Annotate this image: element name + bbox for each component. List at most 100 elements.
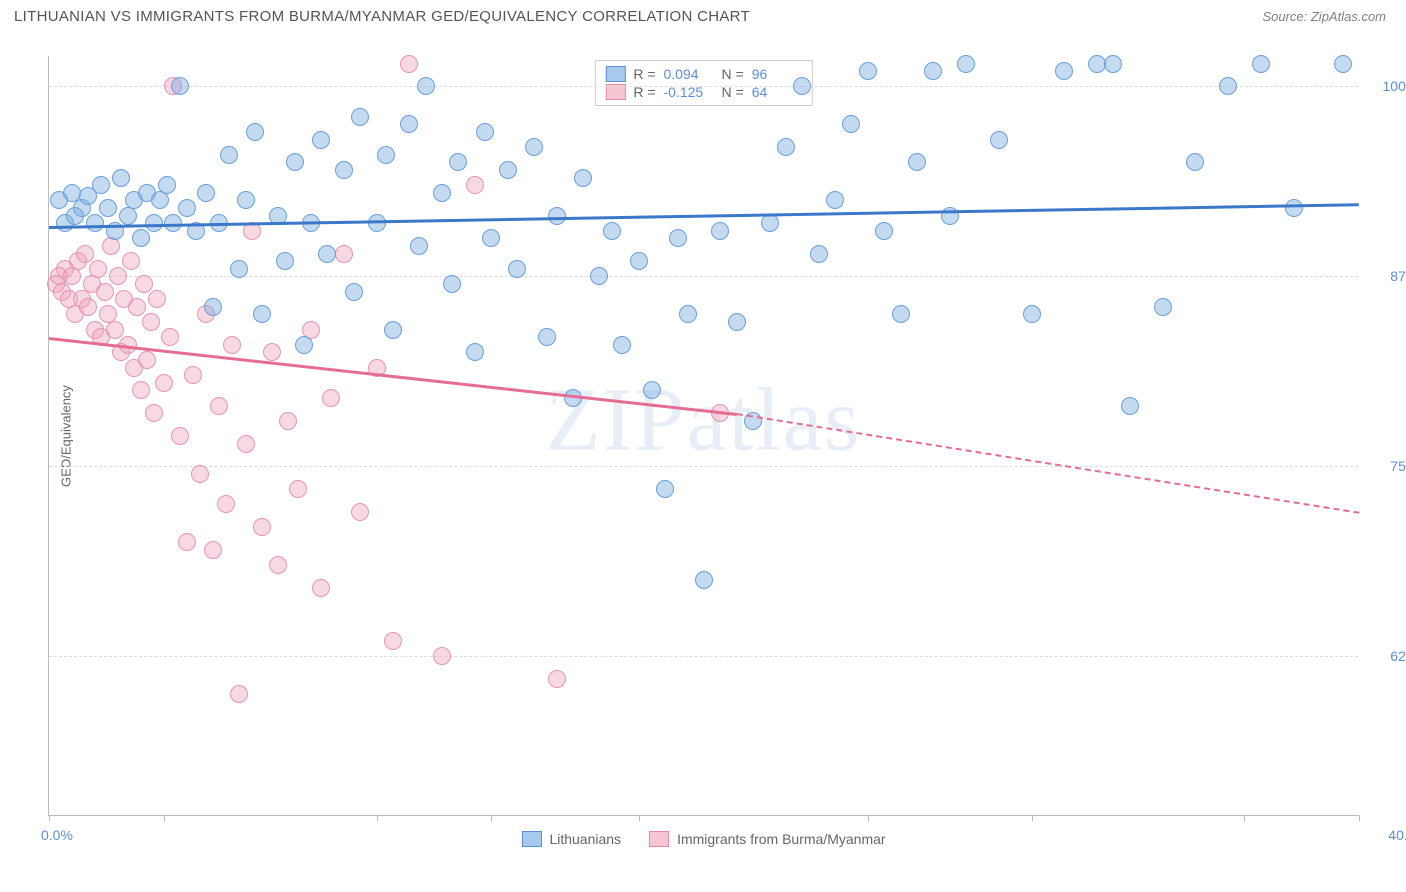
x-tick <box>868 815 869 821</box>
blue-point <box>643 381 661 399</box>
legend-item: Immigrants from Burma/Myanmar <box>649 831 885 847</box>
pink-point <box>433 647 451 665</box>
blue-point <box>112 169 130 187</box>
pink-point <box>466 176 484 194</box>
blue-point <box>400 115 418 133</box>
x-tick <box>491 815 492 821</box>
blue-point <box>630 252 648 270</box>
trend-line <box>737 413 1360 514</box>
gridline-h <box>49 86 1358 87</box>
y-axis-title: GED/Equivalency <box>58 385 73 487</box>
stats-legend-row: R =0.094N =96 <box>605 65 801 83</box>
blue-point <box>613 336 631 354</box>
pink-point <box>400 55 418 73</box>
blue-point <box>204 298 222 316</box>
pink-point <box>322 389 340 407</box>
legend-item: Lithuanians <box>521 831 621 847</box>
blue-point <box>810 245 828 263</box>
blue-point <box>433 184 451 202</box>
r-label: R = <box>633 66 655 82</box>
blue-point <box>417 77 435 95</box>
blue-point <box>574 169 592 187</box>
pink-point <box>122 252 140 270</box>
blue-point <box>178 199 196 217</box>
pink-point <box>204 541 222 559</box>
blue-point <box>86 214 104 232</box>
chart-plot-area: ZIPatlas GED/Equivalency R =0.094N =96R … <box>48 56 1358 816</box>
blue-point <box>220 146 238 164</box>
y-tick-label: 62.5% <box>1370 648 1406 664</box>
blue-point <box>312 131 330 149</box>
x-axis-min-label: 0.0% <box>41 827 73 843</box>
blue-point <box>777 138 795 156</box>
pink-point <box>89 260 107 278</box>
blue-point <box>728 313 746 331</box>
pink-point <box>237 435 255 453</box>
blue-point <box>1285 199 1303 217</box>
blue-point <box>1252 55 1270 73</box>
y-tick-label: 87.5% <box>1370 268 1406 284</box>
blue-point <box>1104 55 1122 73</box>
pink-point <box>548 670 566 688</box>
pink-point <box>184 366 202 384</box>
blue-point <box>1186 153 1204 171</box>
n-value: 96 <box>752 66 802 82</box>
blue-point <box>171 77 189 95</box>
blue-point <box>132 229 150 247</box>
x-tick <box>1032 815 1033 821</box>
blue-point <box>669 229 687 247</box>
series-legend: Lithuanians Immigrants from Burma/Myanmar <box>521 831 885 847</box>
blue-point <box>345 283 363 301</box>
gridline-h <box>49 276 1358 277</box>
blue-point <box>230 260 248 278</box>
pink-point <box>102 237 120 255</box>
x-tick <box>1244 815 1245 821</box>
chart-title: LITHUANIAN VS IMMIGRANTS FROM BURMA/MYAN… <box>14 8 750 25</box>
pink-point <box>384 632 402 650</box>
blue-point <box>695 571 713 589</box>
watermark: ZIPatlas <box>546 369 862 472</box>
blue-point <box>476 123 494 141</box>
blue-point <box>482 229 500 247</box>
pink-point <box>79 298 97 316</box>
pink-point <box>253 518 271 536</box>
blue-point <box>1154 298 1172 316</box>
pink-point <box>269 556 287 574</box>
stats-legend: R =0.094N =96R =-0.125N =64 <box>594 60 812 106</box>
r-value: 0.094 <box>664 66 714 82</box>
blue-point <box>525 138 543 156</box>
blue-point <box>656 480 674 498</box>
blue-point <box>603 222 621 240</box>
blue-point <box>711 222 729 240</box>
pink-point <box>335 245 353 263</box>
blue-point <box>351 108 369 126</box>
pink-point <box>148 290 166 308</box>
pink-point <box>135 275 153 293</box>
legend-label: Lithuanians <box>549 831 621 847</box>
pink-point <box>142 313 160 331</box>
blue-point <box>842 115 860 133</box>
blue-point <box>1023 305 1041 323</box>
y-tick-label: 100.0% <box>1370 78 1406 94</box>
pink-point <box>263 343 281 361</box>
x-tick <box>1359 815 1360 821</box>
x-tick <box>377 815 378 821</box>
pink-point <box>230 685 248 703</box>
chart-source: Source: ZipAtlas.com <box>1262 9 1386 24</box>
blue-point <box>924 62 942 80</box>
pink-point <box>109 267 127 285</box>
blue-point <box>410 237 428 255</box>
y-tick-label: 75.0% <box>1370 458 1406 474</box>
pink-point <box>96 283 114 301</box>
blue-point <box>158 176 176 194</box>
blue-point <box>318 245 336 263</box>
blue-point <box>892 305 910 323</box>
blue-point <box>443 275 461 293</box>
blue-point <box>990 131 1008 149</box>
blue-point <box>295 336 313 354</box>
pink-point <box>128 298 146 316</box>
blue-point <box>761 214 779 232</box>
blue-point <box>1055 62 1073 80</box>
pink-point <box>106 321 124 339</box>
blue-point <box>466 343 484 361</box>
